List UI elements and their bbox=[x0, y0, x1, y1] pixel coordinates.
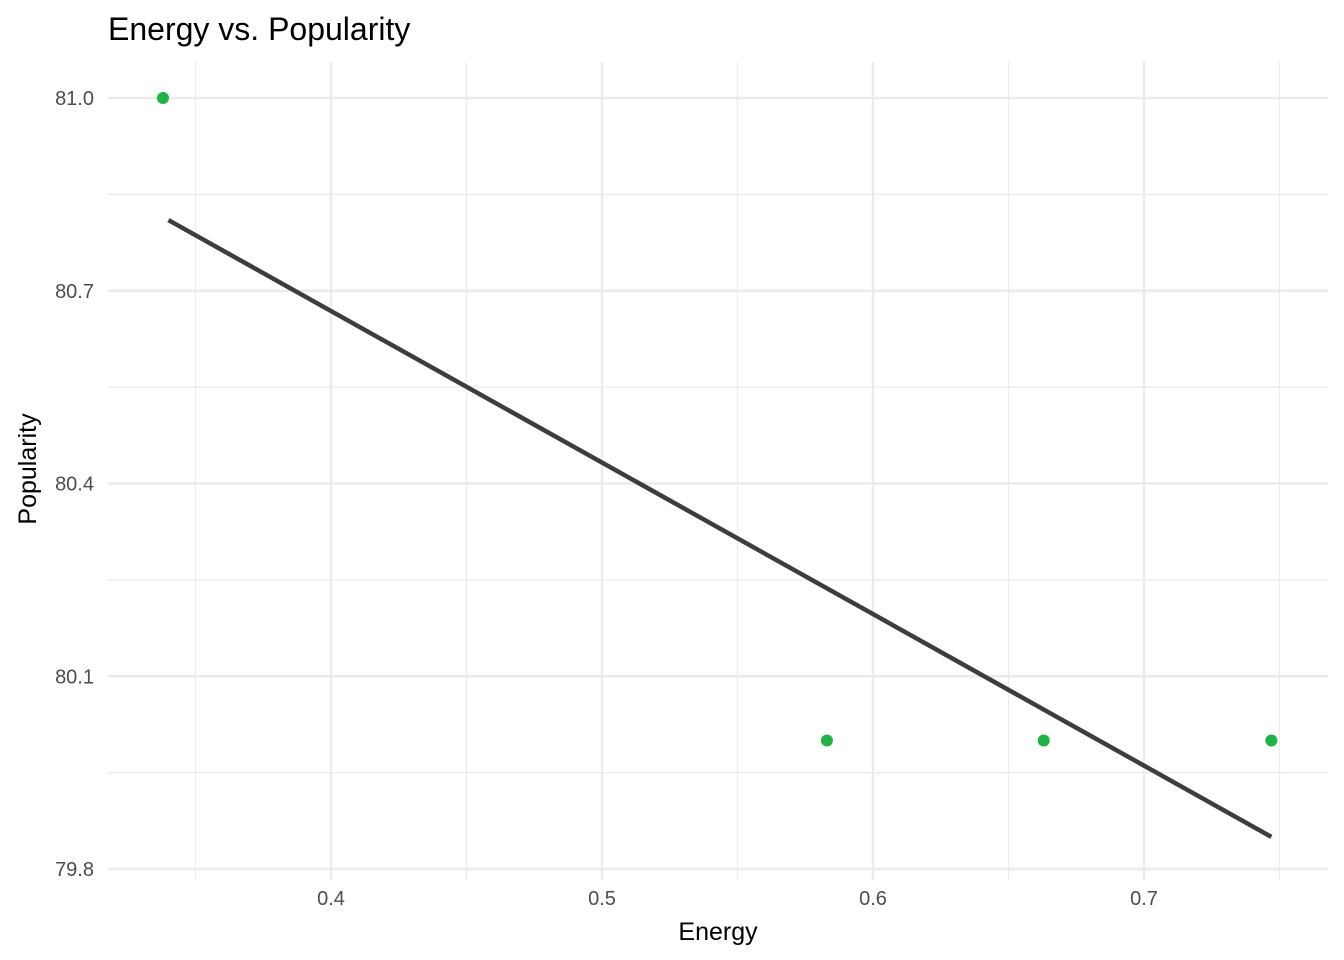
x-tick-label: 0.6 bbox=[859, 888, 887, 910]
y-tick-label: 80.7 bbox=[55, 281, 94, 303]
y-tick-label: 80.1 bbox=[55, 666, 94, 688]
y-tick-label: 80.4 bbox=[55, 474, 94, 496]
x-axis-title: Energy bbox=[678, 918, 758, 946]
y-axis-tick-labels: 79.8 80.1 80.4 80.7 81.0 bbox=[55, 88, 94, 881]
x-axis-tick-labels: 0.4 0.5 0.6 0.7 bbox=[317, 888, 1158, 910]
minor-gridlines bbox=[108, 62, 1328, 880]
data-point bbox=[1037, 734, 1050, 747]
data-point bbox=[1265, 734, 1278, 747]
x-tick-label: 0.4 bbox=[317, 888, 345, 910]
chart-title: Energy vs. Popularity bbox=[108, 11, 410, 47]
y-tick-label: 79.8 bbox=[55, 859, 94, 881]
x-tick-label: 0.7 bbox=[1130, 888, 1158, 910]
data-point bbox=[156, 92, 169, 104]
trend-line bbox=[167, 218, 1273, 839]
x-tick-label: 0.5 bbox=[588, 888, 616, 910]
data-points bbox=[156, 92, 1278, 747]
y-axis-title: Popularity bbox=[14, 413, 42, 525]
y-tick-label: 81.0 bbox=[55, 88, 94, 110]
data-point bbox=[820, 734, 833, 747]
trend-line-layer bbox=[167, 218, 1273, 839]
major-gridlines bbox=[108, 62, 1328, 880]
